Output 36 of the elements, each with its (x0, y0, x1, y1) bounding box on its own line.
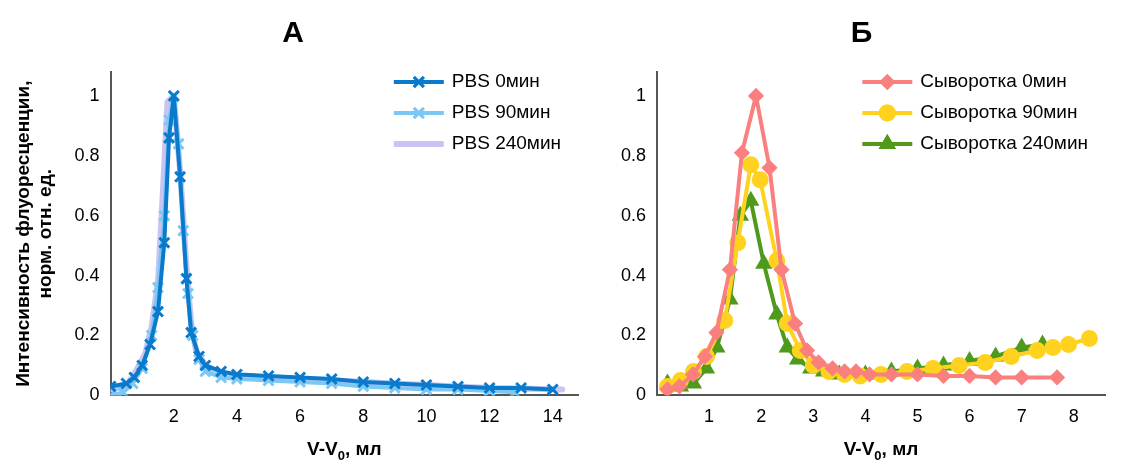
y-axis-title: Интенсивность флуоресценции, норм. отн. ед. (11, 80, 56, 387)
x-tick-label: 10 (416, 406, 437, 427)
y-tick-label: 0.2 (74, 324, 100, 345)
x-tick-label: 8 (1068, 406, 1079, 427)
x-tick-label: 14 (542, 406, 563, 427)
legend-label: PBS 240мин (451, 132, 562, 154)
x-tick-label: 7 (1016, 406, 1027, 427)
x-tick-label: 12 (479, 406, 500, 427)
x-tick-label: 4 (231, 406, 242, 427)
legend-label: PBS 90мин (451, 101, 551, 123)
x-tick-label: 8 (358, 406, 369, 427)
legend-label: Сыворотка 0мин (920, 70, 1067, 92)
y-tick-label: 1 (89, 84, 100, 105)
y-tick-label: 0.4 (74, 264, 100, 285)
legend-label: Сыворотка 240мин (920, 132, 1089, 154)
y-tick-label: 1 (636, 84, 647, 105)
y-tick-label: 0 (89, 384, 100, 405)
chart-title: А (282, 15, 304, 49)
y-tick-label: 0.4 (620, 264, 647, 285)
x-tick-label: 5 (912, 406, 923, 427)
y-tick-label: 0.2 (620, 324, 647, 345)
x-tick-label: 2 (756, 406, 767, 427)
y-tick-label: 0.6 (74, 204, 100, 225)
x-tick-label: 4 (860, 406, 871, 427)
x-tick-label: 1 (704, 406, 715, 427)
legend-label: Сыворотка 90мин (920, 101, 1078, 123)
y-tick-label: 0.8 (74, 144, 100, 165)
chart-title: Б (850, 15, 873, 49)
x-tick-label: 2 (168, 406, 179, 427)
x-tick-label: 6 (964, 406, 975, 427)
x-tick-label: 6 (295, 406, 306, 427)
y-tick-label: 0.6 (620, 204, 647, 225)
y-tick-label: 0 (636, 384, 647, 405)
legend-label: PBS 0мин (451, 70, 540, 92)
y-tick-label: 0.8 (620, 144, 647, 165)
x-tick-label: 3 (808, 406, 819, 427)
